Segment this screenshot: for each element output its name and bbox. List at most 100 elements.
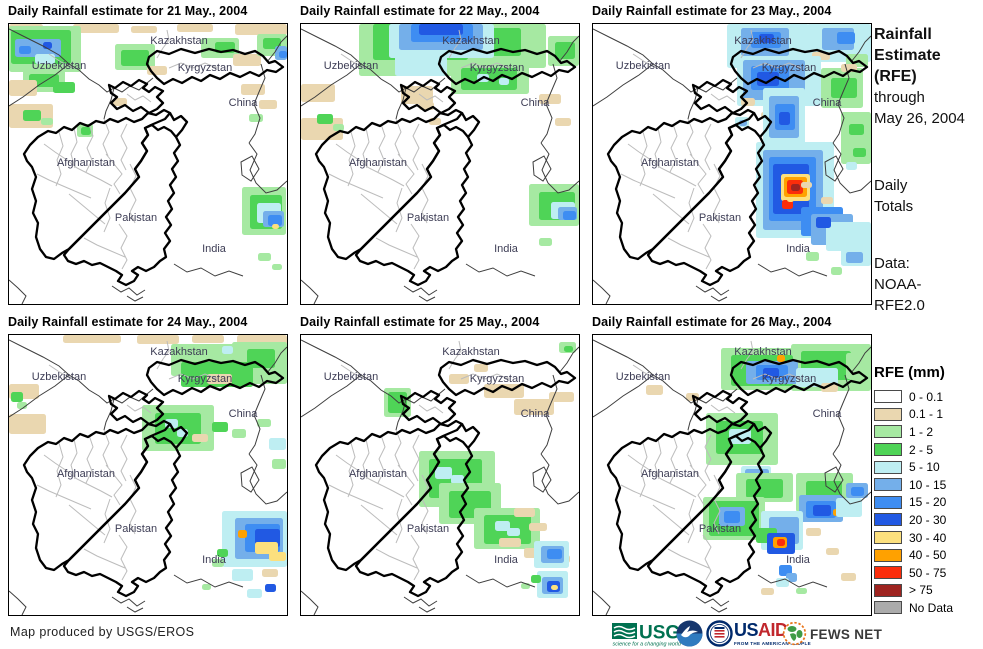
sidebar-heading: Rainfall Estimate (RFE) through May 26, … (874, 24, 982, 129)
legend-label: 0 - 0.1 (909, 389, 944, 404)
panel-title: Daily Rainfall estimate for 23 May., 200… (592, 4, 832, 18)
legend-item: 30 - 40 (874, 529, 982, 547)
legend-item: 20 - 30 (874, 511, 982, 529)
source-line: Data: (874, 255, 910, 272)
noaa-logo-icon (676, 620, 703, 647)
svg-text:Kazakhstan: Kazakhstan (150, 35, 207, 47)
usaid-seal-svg (706, 620, 733, 647)
svg-text:India: India (494, 243, 519, 255)
svg-text:Kazakhstan: Kazakhstan (734, 35, 791, 47)
svg-text:Pakistan: Pakistan (699, 523, 741, 535)
legend-item: 1 - 2 (874, 423, 982, 441)
legend-swatch (874, 513, 902, 527)
heading-line: (RFE) (874, 68, 917, 85)
legend-swatch (874, 531, 902, 545)
legend-label: 0.1 - 1 (909, 407, 944, 422)
usgs-tagline: science for a changing world (613, 642, 682, 648)
svg-text:Kazakhstan: Kazakhstan (442, 346, 499, 358)
source-line: RFE2.0 (874, 297, 925, 314)
panel-title: Daily Rainfall estimate for 22 May., 200… (300, 4, 540, 18)
svg-text:Pakistan: Pakistan (407, 523, 449, 535)
legend-item: 50 - 75 (874, 564, 982, 582)
fews-net-globe-icon (782, 621, 807, 649)
legend-title: RFE (mm) (874, 364, 945, 381)
svg-text:Kyrgyzstan: Kyrgyzstan (178, 373, 232, 385)
legend-swatch (874, 601, 902, 615)
svg-text:Kyrgyzstan: Kyrgyzstan (470, 373, 524, 385)
usaid-us-text: US (734, 620, 759, 640)
sidebar-data-source: Data: NOAA- RFE2.0 (874, 253, 982, 316)
svg-text:Uzbekistan: Uzbekistan (324, 371, 378, 383)
legend-label: 20 - 30 (909, 512, 947, 527)
sidebar-daily-totals: Daily Totals (874, 175, 982, 217)
legend-item: 40 - 50 (874, 546, 982, 564)
legend-label: 2 - 5 (909, 442, 934, 457)
svg-text:Kyrgyzstan: Kyrgyzstan (470, 62, 524, 74)
svg-text:China: China (521, 97, 551, 109)
svg-text:Uzbekistan: Uzbekistan (324, 60, 378, 72)
svg-text:Uzbekistan: Uzbekistan (32, 60, 86, 72)
map-panel-22-may: Daily Rainfall estimate for 22 May., 200… (300, 4, 580, 305)
map-panel-21-may: Daily Rainfall estimate for 21 May., 200… (8, 4, 288, 305)
map-canvas: Kazakhstan Uzbekistan Kyrgyzstan China Afgha… (8, 334, 288, 616)
legend-item: 0 - 0.1 (874, 388, 982, 406)
rainfall-map: Kazakhstan Uzbekistan Kyrgyzstan China Afgha… (593, 24, 871, 304)
svg-text:Pakistan: Pakistan (115, 212, 157, 224)
panel-title: Daily Rainfall estimate for 24 May., 200… (8, 315, 248, 329)
svg-text:Pakistan: Pakistan (699, 212, 741, 224)
svg-text:India: India (786, 243, 811, 255)
legend-label: 40 - 50 (909, 548, 947, 563)
svg-text:Kazakhstan: Kazakhstan (442, 35, 499, 47)
svg-text:Kazakhstan: Kazakhstan (734, 346, 791, 358)
rainfall-map: Kazakhstan Uzbekistan Kyrgyzstan China Afgha… (593, 339, 871, 615)
map-panel-26-may: Daily Rainfall estimate for 26 May., 200… (592, 315, 872, 616)
svg-text:Uzbekistan: Uzbekistan (616, 60, 670, 72)
svg-text:China: China (229, 97, 259, 109)
map-panel-23-may: Daily Rainfall estimate for 23 May., 200… (592, 4, 872, 305)
svg-text:Pakistan: Pakistan (115, 523, 157, 535)
legend-item: No Data (874, 599, 982, 617)
legend-swatch (874, 390, 902, 404)
svg-text:India: India (494, 554, 519, 566)
legend: RFE (mm) 0 - 0.1 0.1 - 1 1 - 2 2 - 5 5 - 10 1… (874, 364, 982, 617)
legend-item: 5 - 10 (874, 458, 982, 476)
legend-swatch (874, 548, 902, 562)
usaid-aid-text: AID (758, 620, 788, 640)
rainfall-map: Kazakhstan Uzbekistan Kyrgyzstan China Afgha… (9, 24, 287, 304)
panel-title: Daily Rainfall estimate for 21 May., 200… (8, 4, 248, 18)
legend-label: 5 - 10 (909, 460, 940, 475)
heading-line: through (874, 89, 925, 106)
svg-text:India: India (786, 554, 811, 566)
legend-label: 15 - 20 (909, 495, 947, 510)
svg-text:Afghanistan: Afghanistan (641, 157, 699, 169)
svg-text:Afghanistan: Afghanistan (57, 157, 115, 169)
svg-text:Uzbekistan: Uzbekistan (32, 371, 86, 383)
svg-text:China: China (229, 408, 259, 420)
svg-text:Afghanistan: Afghanistan (641, 468, 699, 480)
fews-net-wordmark: FEWS NET (810, 627, 883, 642)
svg-text:Kyrgyzstan: Kyrgyzstan (762, 62, 816, 74)
rainfall-map: Kazakhstan Uzbekistan Kyrgyzstan China Afgha… (9, 335, 287, 615)
map-canvas: Kazakhstan Uzbekistan Kyrgyzstan China Afgha… (300, 23, 580, 305)
usaid-tagline: FROM THE AMERICAN PEOPLE (734, 641, 811, 646)
svg-text:Afghanistan: Afghanistan (57, 468, 115, 480)
legend-swatch (874, 425, 902, 439)
svg-text:China: China (813, 97, 843, 109)
svg-text:India: India (202, 243, 227, 255)
legend-item: > 75 (874, 582, 982, 600)
legend-item: 0.1 - 1 (874, 406, 982, 424)
legend-label: 1 - 2 (909, 424, 934, 439)
map-canvas: Kazakhstan Uzbekistan Kyrgyzstan China Afgha… (8, 23, 288, 305)
legend-item: 15 - 20 (874, 494, 982, 512)
svg-text:China: China (521, 408, 551, 420)
svg-text:Pakistan: Pakistan (407, 212, 449, 224)
legend-swatch (874, 443, 902, 457)
legend-swatch (874, 460, 902, 474)
legend-swatch (874, 583, 902, 597)
svg-text:Kyrgyzstan: Kyrgyzstan (762, 373, 816, 385)
map-panel-25-may: Daily Rainfall estimate for 25 May., 200… (300, 315, 580, 616)
panel-title: Daily Rainfall estimate for 25 May., 200… (300, 315, 540, 329)
legend-swatch (874, 495, 902, 509)
map-canvas: Kazakhstan Uzbekistan Kyrgyzstan China Afgha… (592, 334, 872, 616)
